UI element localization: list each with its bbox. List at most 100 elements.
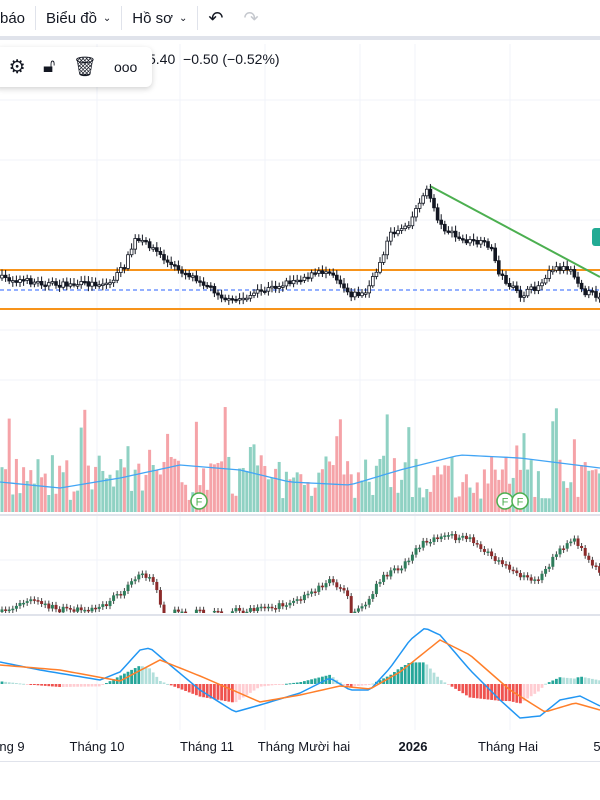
volume-bar	[248, 447, 252, 512]
candle	[295, 279, 299, 283]
candle	[234, 608, 238, 612]
candle	[302, 594, 306, 601]
undo-button[interactable]: ↶	[198, 0, 233, 36]
volume-bar	[245, 470, 249, 512]
volume-bar	[446, 465, 450, 512]
volume-bar	[572, 439, 576, 512]
volume-bar	[454, 497, 458, 512]
candle	[511, 285, 515, 288]
macd-histogram-bar	[166, 683, 169, 685]
macd-histogram-bar	[180, 684, 184, 690]
candle	[259, 289, 263, 292]
profile-menu-button[interactable]: Hồ sơ ⌄	[122, 0, 197, 36]
settings-icon[interactable]: ⚙	[8, 56, 26, 78]
candle	[14, 280, 19, 283]
macd-histogram-bar	[591, 678, 594, 684]
candle	[65, 281, 69, 287]
volume-bar	[349, 474, 353, 512]
candle	[104, 282, 109, 286]
candle	[371, 594, 375, 599]
candle	[392, 231, 397, 235]
macd-histogram-bar	[79, 684, 83, 687]
candle	[472, 537, 476, 544]
candle	[273, 285, 278, 289]
macd-histogram-bar	[285, 683, 288, 685]
macd-histogram-bar	[76, 684, 79, 687]
time-axis[interactable]: ng 9 Tháng 10 Tháng 11 Tháng Mười hai 20…	[0, 730, 600, 762]
candle	[299, 599, 303, 601]
volume-bar	[97, 455, 101, 512]
candle	[3, 274, 8, 279]
candle	[11, 608, 15, 611]
candle	[381, 254, 386, 263]
candle	[90, 281, 94, 287]
macd-histogram-bar	[90, 684, 94, 687]
macd-histogram-bar	[364, 684, 367, 686]
macd-histogram-bar	[292, 682, 295, 684]
macd-histogram-bar	[133, 668, 137, 684]
volume-bar	[526, 469, 530, 512]
candle	[432, 197, 436, 209]
candle	[230, 611, 234, 613]
more-icon[interactable]: ooo	[113, 59, 138, 75]
macd-histogram-bar	[87, 684, 90, 687]
candle	[266, 287, 271, 292]
candle	[475, 239, 479, 245]
macd-histogram-bar	[7, 682, 11, 684]
candle	[364, 604, 368, 607]
macd-histogram-bar	[47, 684, 51, 687]
candle	[540, 573, 544, 581]
volume-bar	[43, 473, 47, 512]
candle	[136, 238, 141, 242]
candle	[428, 541, 432, 544]
candle	[525, 288, 530, 297]
candle	[90, 607, 94, 612]
unlock-icon[interactable]: 🔓︎	[42, 56, 56, 77]
candle	[389, 570, 393, 577]
candle	[345, 287, 350, 293]
candle	[36, 281, 40, 284]
divider	[35, 6, 37, 30]
alerts-button[interactable]: báo	[0, 0, 35, 36]
candle	[43, 284, 47, 287]
candle	[205, 284, 210, 288]
volume-bar	[472, 492, 476, 512]
candle	[151, 577, 155, 582]
candle	[403, 225, 407, 230]
volume-bar	[436, 466, 440, 512]
volume-bar	[155, 470, 159, 512]
signal-line	[0, 639, 600, 713]
trash-icon[interactable]: 🗑︎	[72, 57, 97, 78]
candle	[396, 568, 400, 571]
volume-bar	[256, 465, 260, 512]
volume-bar	[115, 470, 119, 512]
macd-histogram-bar	[461, 684, 465, 694]
candle	[572, 538, 576, 542]
candle	[360, 606, 364, 609]
macd-histogram-bar	[403, 664, 407, 684]
candle	[180, 611, 184, 613]
candle	[544, 568, 548, 574]
volume-bar	[173, 458, 177, 512]
top-toolbar: báo Biểu đồ ⌄ Hồ sơ ⌄ ↶ ↷	[0, 0, 600, 40]
volume-bar	[396, 492, 400, 512]
candle	[335, 582, 339, 588]
candle	[424, 188, 429, 197]
redo-button[interactable]: ↷	[233, 0, 268, 36]
volume-bar	[551, 421, 555, 512]
candle	[292, 600, 296, 603]
macd-histogram-bar	[414, 662, 418, 684]
macd-histogram-bar	[447, 684, 450, 685]
volume-bar	[378, 458, 382, 512]
volume-bar	[79, 427, 83, 512]
volume-bar	[328, 461, 332, 512]
macd-histogram-bar	[25, 684, 29, 685]
volume-bar	[335, 436, 339, 512]
volume-bar	[590, 470, 594, 512]
volume-bar	[346, 461, 350, 512]
chart-menu-button[interactable]: Biểu đồ ⌄	[36, 0, 121, 36]
undo-icon: ↶	[208, 7, 224, 28]
volume-bar	[482, 469, 486, 512]
volume-bar	[533, 496, 537, 512]
